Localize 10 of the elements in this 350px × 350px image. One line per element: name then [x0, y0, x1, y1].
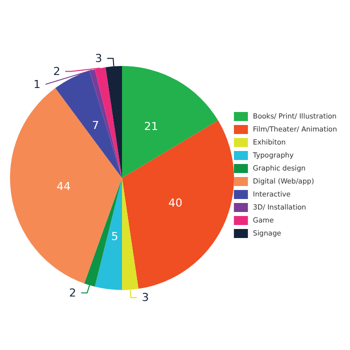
- data-label: 2: [69, 286, 76, 300]
- data-label: 21: [144, 120, 158, 134]
- data-label: 3: [142, 291, 149, 304]
- data-label: 7: [92, 118, 99, 132]
- data-label: 2: [53, 64, 60, 78]
- data-label: 3: [95, 52, 102, 65]
- data-label: 44: [56, 180, 71, 194]
- data-label: 5: [111, 230, 118, 244]
- data-label: 40: [168, 196, 182, 210]
- data-label: 1: [34, 78, 41, 91]
